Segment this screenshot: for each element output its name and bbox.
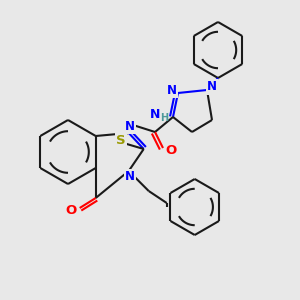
Text: S: S	[116, 134, 126, 146]
Text: N: N	[207, 80, 217, 94]
Text: N: N	[167, 83, 177, 97]
Text: O: O	[165, 145, 177, 158]
Text: O: O	[65, 205, 76, 218]
Text: N: N	[125, 119, 135, 133]
Text: N: N	[125, 170, 135, 184]
Text: H: H	[160, 113, 168, 123]
Text: N: N	[150, 109, 160, 122]
